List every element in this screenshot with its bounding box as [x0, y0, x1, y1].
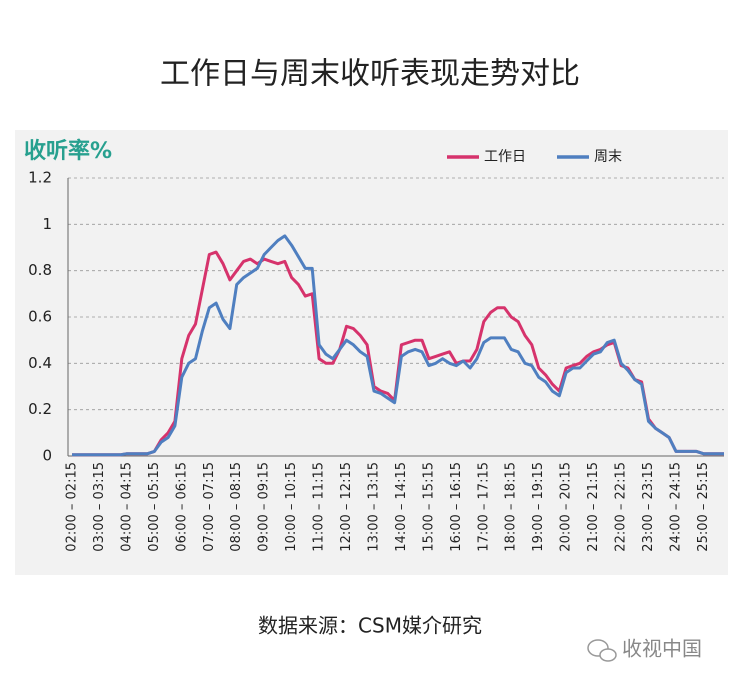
- x-tick-label: 22:00 – 22:15: [614, 462, 629, 552]
- y-tick-label: 0.8: [28, 261, 52, 279]
- y-tick-label: 0.2: [28, 400, 52, 418]
- x-tick-label: 07:00 – 07:15: [202, 462, 217, 552]
- x-tick-label: 13:00 – 13:15: [366, 462, 381, 552]
- x-tick-label: 09:00 – 09:15: [257, 462, 272, 552]
- x-tick-label: 05:00 – 05:15: [147, 462, 162, 552]
- x-tick-label: 23:00 – 23:15: [641, 462, 656, 552]
- x-tick-label: 14:00 – 14:15: [394, 462, 409, 552]
- y-tick-label: 0.4: [28, 354, 52, 372]
- x-tick-label: 04:00 – 04:15: [119, 462, 134, 552]
- watermark-icon: [587, 639, 617, 662]
- chart-title: 工作日与周末收听表现走势对比: [160, 57, 580, 92]
- legend-label: 工作日: [484, 149, 526, 165]
- y-tick-label: 1: [42, 215, 52, 233]
- y-axis-label: 收听率%: [24, 138, 112, 164]
- legend-label: 周末: [594, 149, 622, 165]
- x-tick-label: 19:00 – 19:15: [531, 462, 546, 552]
- x-tick-label: 17:00 – 17:15: [476, 462, 491, 552]
- x-tick-label: 25:00 – 25:15: [696, 462, 711, 552]
- x-tick-label: 11:00 – 11:15: [312, 462, 327, 552]
- y-tick-label: 1.2: [28, 169, 52, 187]
- x-tick-label: 18:00 – 18:15: [504, 462, 519, 552]
- y-tick-label: 0.6: [28, 308, 52, 326]
- x-tick-label: 08:00 – 08:15: [229, 462, 244, 552]
- source-note: 数据来源：CSM媒介研究: [258, 614, 482, 638]
- series-line: [72, 234, 724, 457]
- x-tick-label: 03:00 – 03:15: [92, 462, 107, 552]
- x-tick-label: 20:00 – 20:15: [559, 462, 574, 552]
- x-tick-label: 06:00 – 06:15: [174, 462, 189, 552]
- y-tick-label: 0: [42, 447, 52, 465]
- x-tick-label: 10:00 – 10:15: [284, 462, 299, 552]
- x-tick-label: 24:00 – 24:15: [668, 462, 683, 552]
- plot-panel: [15, 130, 728, 575]
- x-tick-label: 16:00 – 16:15: [449, 462, 464, 552]
- x-tick-label: 02:00 – 02:15: [65, 462, 80, 552]
- x-tick-label: 15:00 – 15:15: [421, 462, 436, 552]
- watermark: 收视中国: [622, 637, 702, 661]
- x-tick-label: 12:00 – 12:15: [339, 462, 354, 552]
- x-tick-label: 21:00 – 21:15: [586, 462, 601, 552]
